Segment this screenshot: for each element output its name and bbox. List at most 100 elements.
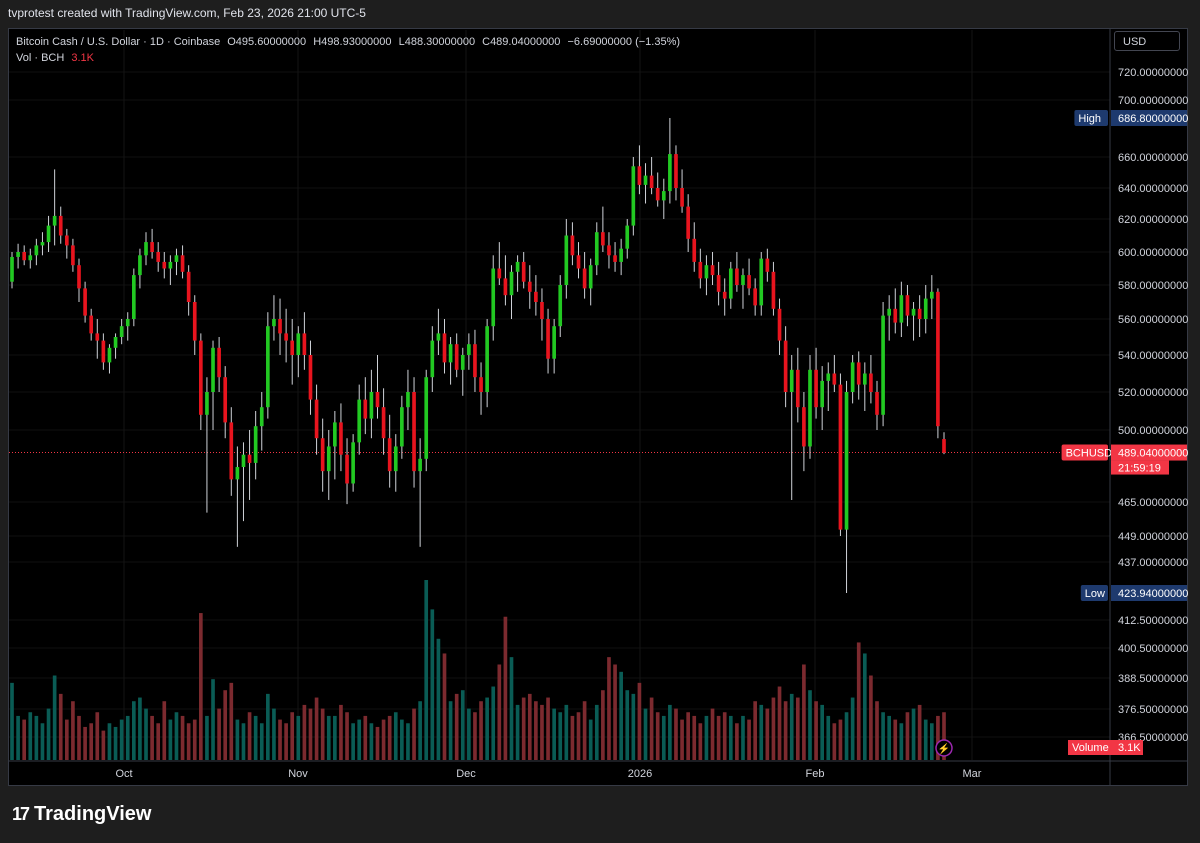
legend-vol-label: Vol · BCH	[16, 52, 65, 64]
candle-body	[850, 362, 855, 392]
candle	[144, 232, 148, 266]
volume-bar	[95, 712, 100, 760]
candle-body	[527, 281, 532, 292]
candle	[34, 238, 39, 266]
candle	[16, 243, 20, 269]
high-badge-value: 686.80000000	[1118, 113, 1188, 125]
volume-bar	[564, 704, 569, 760]
volume-bar	[875, 701, 879, 760]
candle	[893, 288, 898, 334]
candle-body	[406, 392, 410, 408]
volume-bar	[52, 675, 57, 760]
candle	[357, 384, 362, 455]
price-tick-label: 700.00000000	[1118, 95, 1188, 107]
volume-bar	[138, 697, 142, 760]
volume-bar	[326, 715, 331, 760]
volume-bar	[314, 697, 319, 760]
candle	[235, 446, 240, 547]
candle	[534, 275, 538, 316]
chart-frame[interactable]	[8, 28, 1188, 786]
candle	[314, 384, 319, 455]
candle	[783, 326, 788, 408]
volume-bar	[436, 638, 441, 760]
lightning-icon: ⚡	[935, 739, 953, 757]
volume-bar	[625, 690, 630, 760]
candle-body	[28, 255, 33, 261]
tradingview-brand: TradingView	[34, 803, 152, 825]
candle-body	[132, 275, 136, 319]
volume-bar	[119, 719, 124, 760]
candle	[259, 392, 264, 451]
candle-body	[296, 333, 301, 355]
volume-bar	[22, 719, 27, 760]
volume-bar	[467, 708, 471, 760]
candle	[582, 252, 587, 299]
candle-body	[929, 291, 934, 299]
volume-bar	[862, 653, 867, 760]
candle-body	[832, 373, 837, 385]
price-tick-label: 560.00000000	[1118, 314, 1188, 326]
candle-body	[820, 380, 824, 408]
volume-bar	[125, 715, 130, 760]
volume-bar	[278, 719, 282, 760]
price-tick-label: 720.00000000	[1118, 67, 1188, 79]
candle-body	[509, 271, 514, 296]
candle-body	[674, 154, 678, 188]
volume-bar	[28, 712, 33, 760]
volume-bar	[162, 701, 167, 760]
candle-body	[95, 333, 100, 341]
grid	[9, 30, 1110, 760]
candle-body	[302, 333, 307, 355]
candle-body	[156, 252, 161, 262]
candle-body	[917, 308, 922, 319]
candle-body	[795, 369, 800, 408]
volume-bar	[369, 723, 374, 760]
candle	[655, 172, 660, 207]
volume-bar	[753, 701, 757, 760]
candle-body	[893, 308, 898, 323]
candle-body	[722, 291, 727, 299]
candle	[753, 278, 757, 316]
candle	[28, 248, 33, 269]
candle-body	[40, 242, 45, 246]
volume-bar	[570, 715, 575, 760]
candle-body	[442, 333, 447, 363]
candle-body	[576, 255, 581, 269]
volume-bar	[454, 693, 459, 760]
volume-bar	[722, 712, 727, 760]
candle	[345, 438, 349, 505]
currency-button[interactable]: USD	[1114, 31, 1180, 51]
candle-body	[802, 407, 806, 447]
low-badge-value-bg	[1111, 585, 1187, 601]
high-badge-label: High	[1078, 113, 1101, 125]
candle-body	[107, 347, 112, 363]
candle-body	[418, 458, 422, 472]
candle	[668, 118, 672, 204]
legend-ohlc-row: Bitcoin Cash / U.S. Dollar · 1D · Coinba…	[16, 34, 684, 50]
time-tick-label: Oct	[115, 768, 132, 780]
candle-body	[649, 175, 654, 188]
candle	[448, 337, 453, 385]
candle-body	[747, 275, 751, 289]
candle-body	[278, 319, 282, 334]
volume-bar	[205, 715, 209, 760]
volume-bar	[393, 712, 398, 760]
volume-bar	[838, 719, 843, 760]
volume-bar	[34, 715, 39, 760]
candle-body	[345, 454, 349, 484]
last-price-badge-value-bg	[1111, 444, 1187, 461]
candle	[826, 362, 831, 411]
candle-body	[89, 315, 94, 334]
volume-bar	[174, 712, 179, 760]
volume-bar	[893, 719, 898, 760]
time-tick-label: 2026	[628, 768, 652, 780]
candle-body	[144, 242, 148, 256]
volume-bar	[290, 712, 295, 760]
candle	[808, 355, 812, 459]
candle	[113, 333, 118, 359]
candle-body	[777, 308, 782, 341]
candle	[491, 255, 496, 341]
candle-body	[138, 255, 142, 276]
candle-body	[229, 422, 234, 480]
